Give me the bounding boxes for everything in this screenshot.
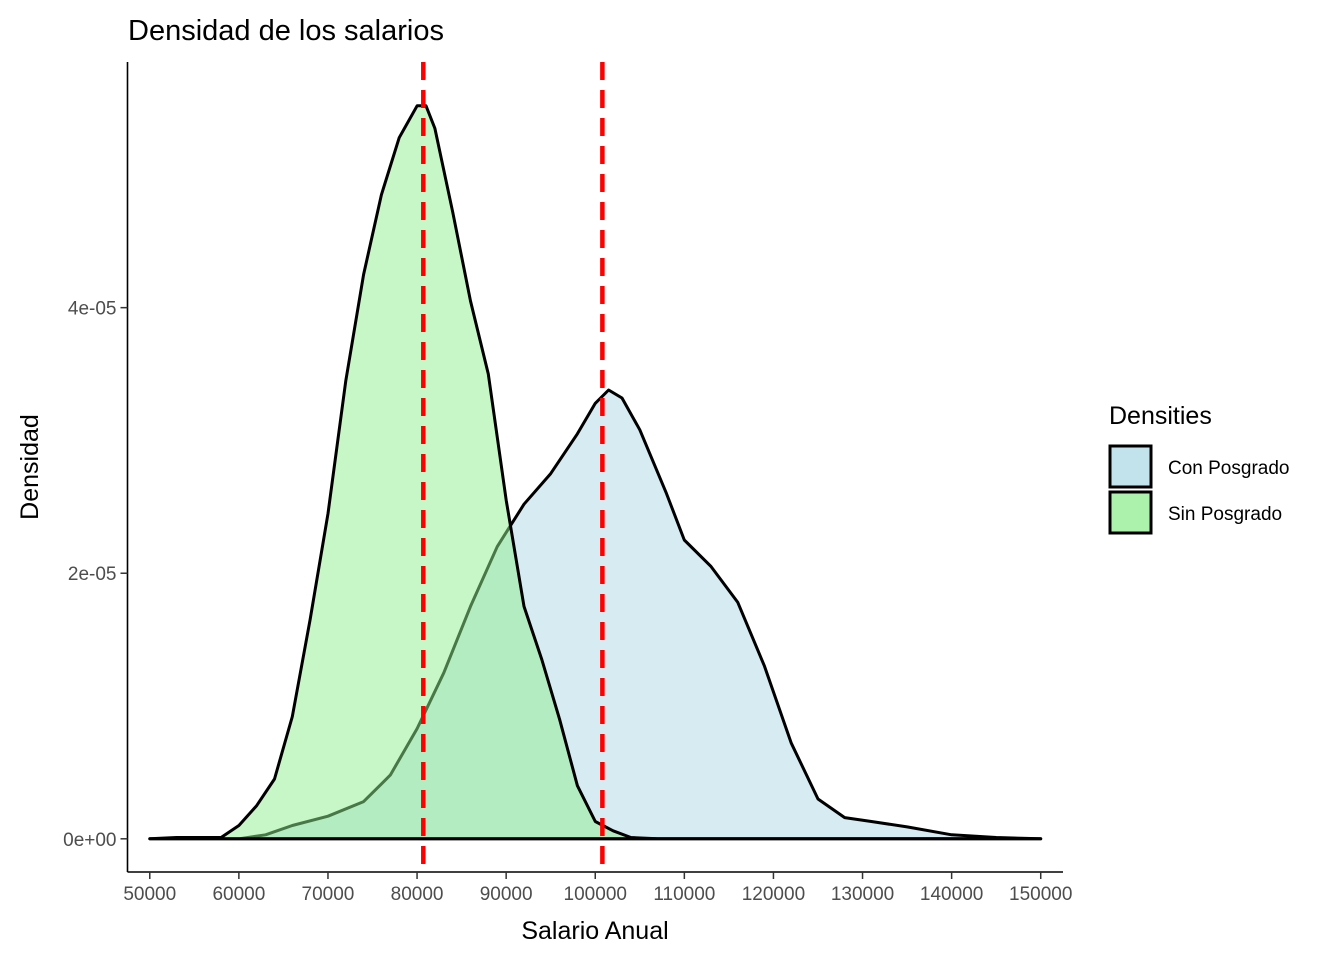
y-axis-title: Densidad [16, 414, 44, 520]
x-tick-label: 50000 [123, 884, 176, 905]
x-axis-ticks: 50000 60000 70000 80000 90000 100000 110000 120… [123, 872, 1072, 905]
legend-swatch-sin-posgrado [1108, 490, 1153, 535]
legend-label-sin-posgrado: Sin Posgrado [1168, 504, 1282, 525]
density-areas [148, 104, 1043, 841]
x-tick-label: 150000 [1009, 884, 1072, 905]
chart-title: Densidad de los salarios [128, 15, 444, 47]
x-tick-label: 130000 [831, 884, 894, 905]
mean-lines [421, 62, 605, 872]
x-tick-label: 60000 [212, 884, 265, 905]
x-tick-label: 140000 [920, 884, 983, 905]
x-tick-label: 100000 [564, 884, 627, 905]
x-tick-label: 90000 [480, 884, 533, 905]
legend-swatch-con-posgrado [1108, 444, 1153, 489]
x-tick-label: 120000 [742, 884, 805, 905]
x-tick-label: 70000 [302, 884, 355, 905]
legend-label-con-posgrado: Con Posgrado [1168, 458, 1289, 479]
y-tick-label: 4e-05 [68, 299, 117, 320]
x-axis-title: Salario Anual [521, 917, 668, 945]
x-tick-label: 80000 [391, 884, 444, 905]
legend: Densities Con Posgrado Sin Posgrado [1108, 402, 1289, 535]
y-axis-ticks: 0e+00 2e-05 4e-05 [63, 299, 128, 851]
y-tick-label: 2e-05 [68, 564, 117, 585]
density-area-sin-posgrado [148, 104, 1043, 841]
y-tick-label: 0e+00 [63, 830, 116, 851]
plot-area [148, 62, 1043, 872]
legend-title: Densities [1109, 402, 1212, 430]
x-tick-label: 110000 [653, 884, 715, 905]
